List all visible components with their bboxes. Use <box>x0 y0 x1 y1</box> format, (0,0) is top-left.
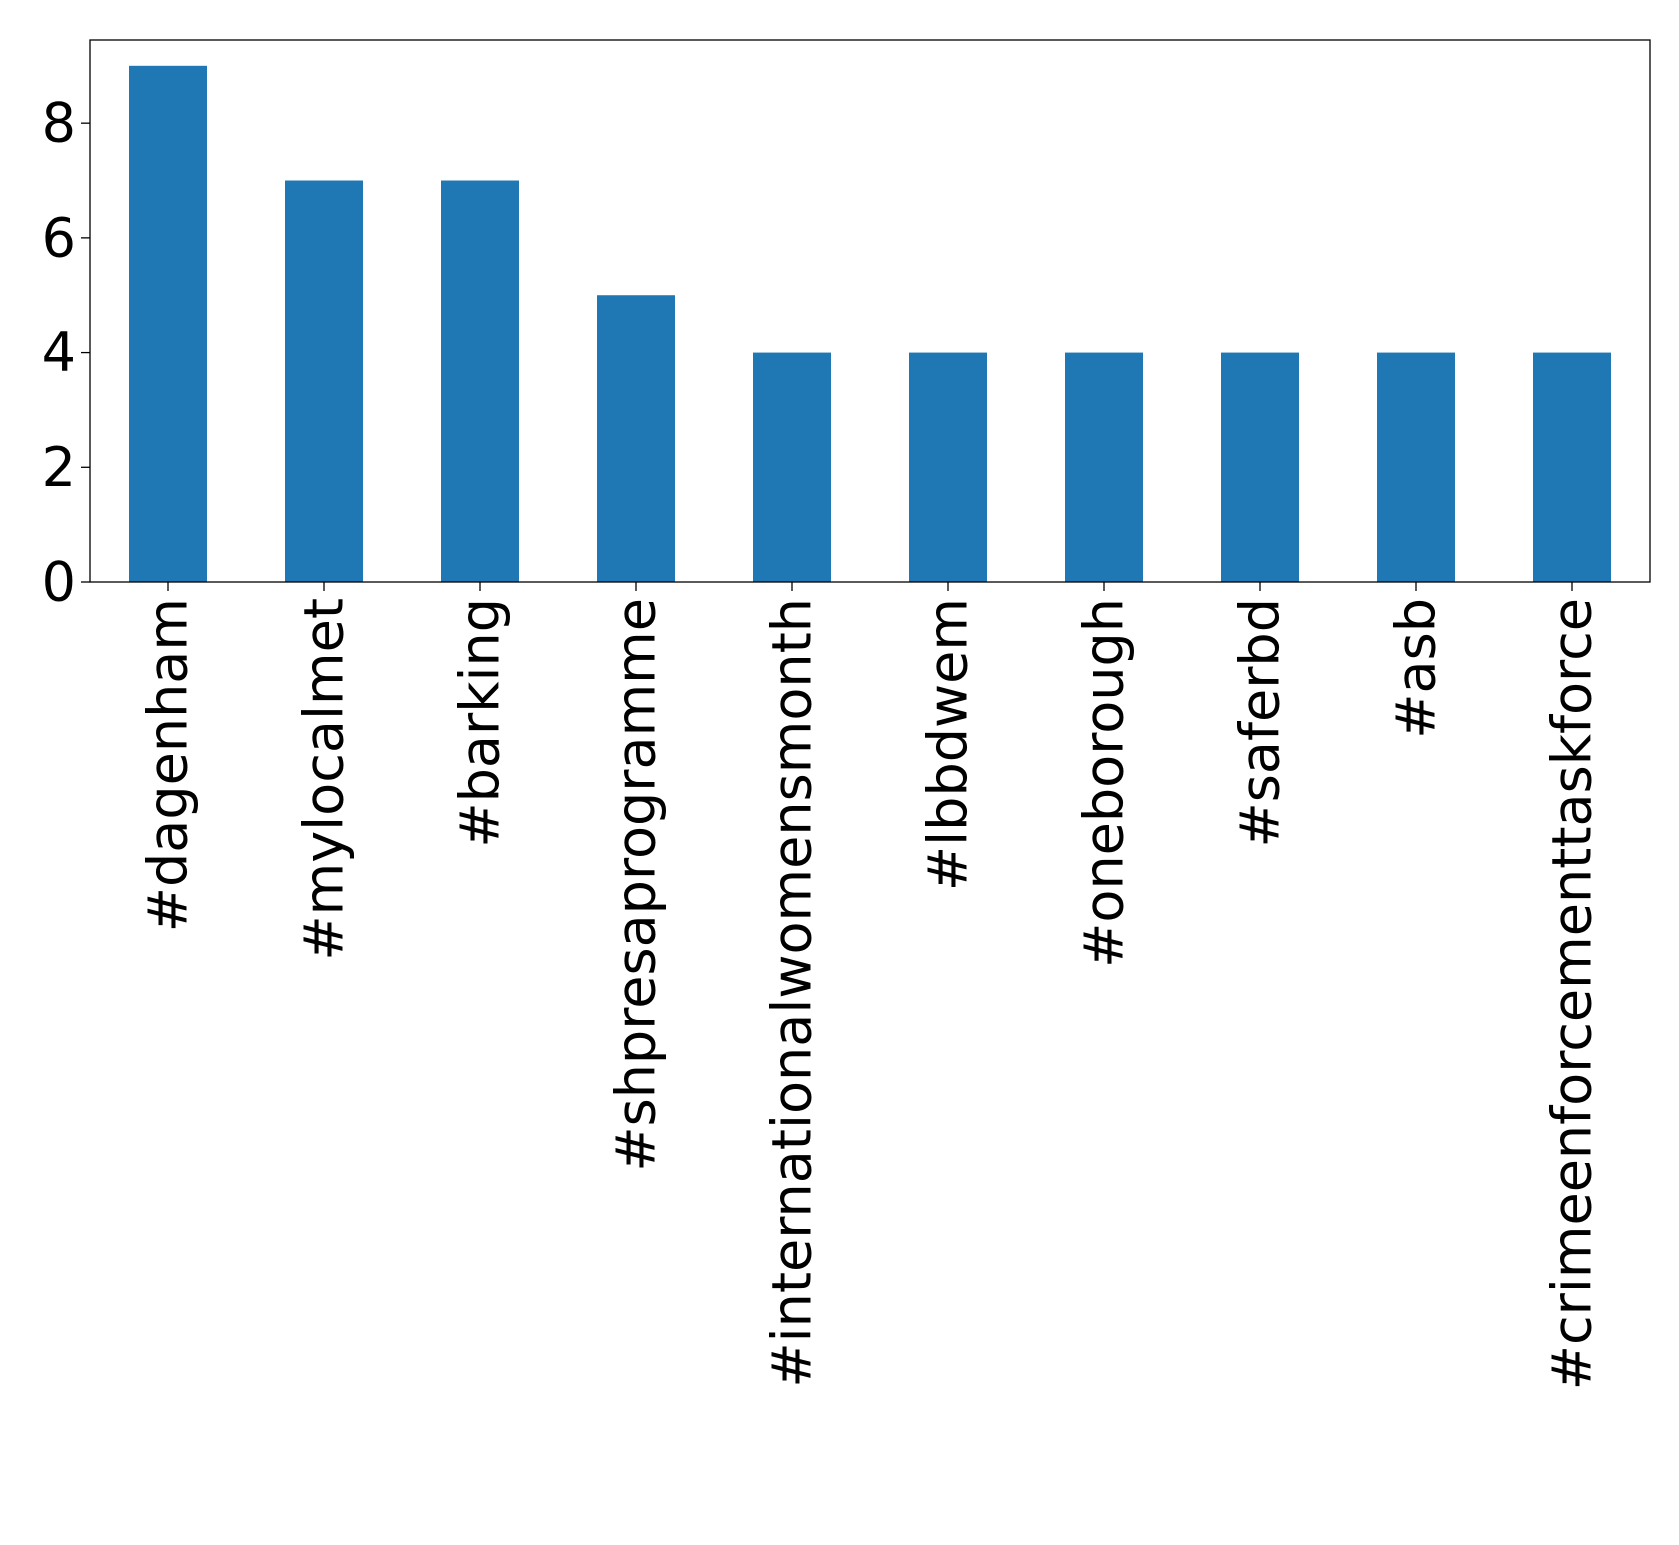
x-tick-label: #shpresaprogramme <box>605 598 668 1172</box>
x-tick-label: #asb <box>1385 598 1448 739</box>
x-tick-label: #dagenham <box>137 598 200 932</box>
y-tick-label: 0 <box>42 551 76 614</box>
bar-lbbdwem <box>909 352 987 582</box>
y-tick-label: 4 <box>42 321 76 384</box>
x-tick-label: #saferbd <box>1229 598 1292 847</box>
bar-asb <box>1377 352 1455 582</box>
x-tick-label: #barking <box>449 598 512 848</box>
x-tick-label: #mylocalmet <box>293 598 356 961</box>
plot-frame <box>89 39 1651 583</box>
x-tick-label: #internationalwomensmonth <box>761 598 824 1388</box>
x-tick-label: #lbbdwem <box>917 598 980 891</box>
x-tick-label: #oneborough <box>1073 598 1136 968</box>
bars-layer <box>129 65 1611 583</box>
bar-crimeenforcementtaskforce <box>1533 352 1611 582</box>
bar-barking <box>441 180 519 582</box>
x-tick-label: #crimeenforcementtaskforce <box>1541 598 1604 1390</box>
y-tick-label: 2 <box>42 436 76 499</box>
bar-oneborough <box>1065 352 1143 582</box>
bar-dagenham <box>129 65 207 583</box>
y-tick-label: 6 <box>42 206 76 269</box>
y-tick-label: 8 <box>42 92 76 155</box>
bar-shpresaprogramme <box>597 295 675 582</box>
bar-internationalwomensmonth <box>753 352 831 582</box>
x-axis: #dagenham #mylocalmet #barking #shpresaprog… <box>137 582 1604 1390</box>
bar-saferbd <box>1221 352 1299 582</box>
bar-mylocalmet <box>285 180 363 582</box>
y-axis: 0 2 4 6 8 <box>42 92 90 614</box>
